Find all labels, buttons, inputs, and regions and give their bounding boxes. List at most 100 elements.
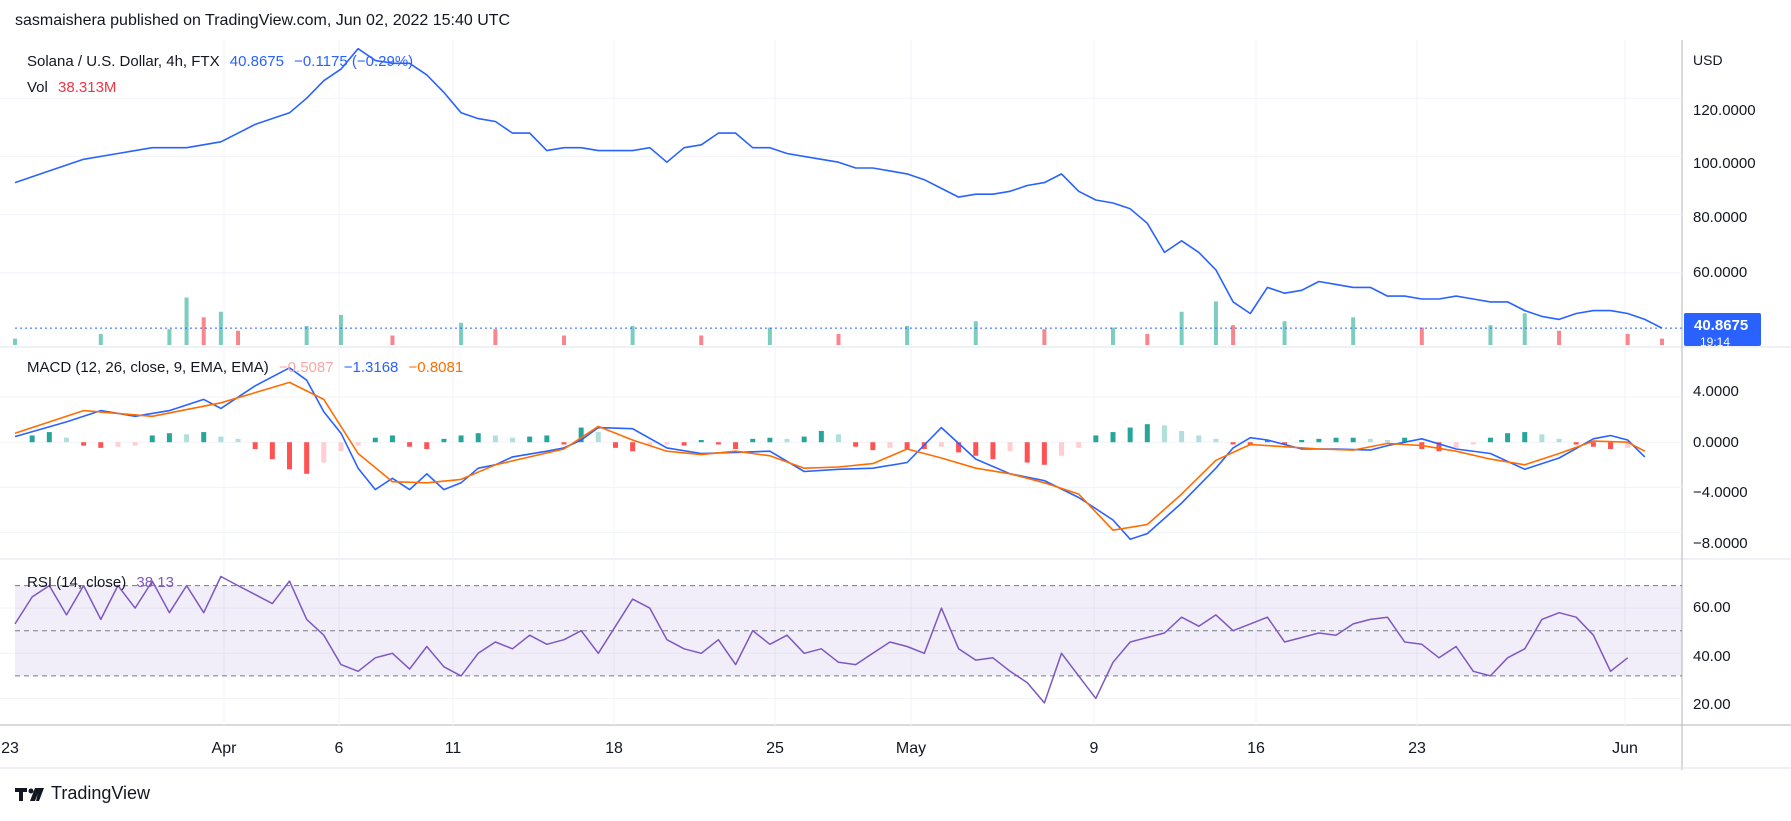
volume-bar (562, 335, 566, 345)
volume-bar (338, 314, 343, 345)
volume-bar (493, 329, 498, 345)
price-change: −0.1175 (−0.29%) (294, 53, 414, 70)
macd-histogram-bar (1539, 434, 1545, 443)
macd-histogram-bar (1230, 442, 1236, 445)
macd-histogram-bar (441, 438, 447, 443)
rsi-axis-tick-20: 20.00 (1693, 696, 1731, 713)
volume-bar (1625, 333, 1630, 345)
volume-bar (167, 329, 172, 345)
volume-legend: Vol 38.313M (27, 79, 122, 96)
macd-histogram-bar (218, 436, 224, 443)
tradingview-logo-icon (15, 787, 44, 801)
macd-histogram-bar (715, 442, 721, 445)
volume-bar (1145, 333, 1150, 345)
volume-bar (699, 335, 704, 345)
price-axis-tick-60: 60.0000 (1693, 264, 1747, 281)
macd-histogram-bar (870, 442, 876, 451)
macd-histogram-bar (1590, 442, 1596, 447)
macd-histogram-bar (389, 435, 395, 443)
macd-histogram-bar (1625, 442, 1631, 448)
macd-histogram-bar (956, 442, 962, 453)
macd-histogram-bar (166, 433, 172, 443)
macd-histogram-bar (784, 438, 790, 443)
macd-legend: MACD (12, 26, close, 9, EMA, EMA) −0.508… (27, 359, 469, 376)
macd-histogram-bar (1213, 438, 1219, 443)
macd-histogram-bar (235, 438, 241, 443)
rsi-value: 38.13 (136, 574, 174, 591)
macd-histogram-bar (63, 437, 69, 443)
volume-label[interactable]: Vol (27, 79, 48, 96)
macd-histogram-bar (561, 442, 567, 445)
macd-histogram-bar (1350, 437, 1356, 443)
macd-histogram-bar (355, 442, 361, 446)
macd-histogram-bar (372, 437, 378, 443)
macd-histogram-bar (973, 442, 979, 456)
volume-bar (459, 322, 464, 345)
macd-axis-tick-4: 4.0000 (1693, 383, 1739, 400)
volume-bar (13, 338, 17, 345)
macd-histogram-bar (184, 434, 190, 443)
last-price-badge (1684, 313, 1761, 346)
time-label-18: 18 (605, 740, 623, 757)
price-axis-tick-100: 100.0000 (1693, 155, 1756, 172)
volume-bar (1111, 327, 1115, 345)
time-label-mar23: 23 (1, 740, 19, 757)
macd-line-value: −1.3168 (343, 359, 399, 376)
macd-histogram (29, 424, 1631, 474)
footer-brand[interactable]: TradingView (15, 783, 150, 804)
main-legend: Solana / U.S. Dollar, 4h, FTX 40.8675 −0… (27, 53, 419, 70)
macd-histogram-bar (595, 432, 601, 443)
macd-histogram-bar (1196, 435, 1202, 443)
macd-histogram-bar (750, 438, 756, 443)
macd-signal-value: −0.8081 (408, 359, 464, 376)
macd-histogram-bar (887, 442, 893, 448)
price-axis-tick-80: 80.0000 (1693, 209, 1747, 226)
volume-bar (1231, 325, 1236, 345)
macd-histogram-bar (1402, 437, 1408, 443)
rsi-label[interactable]: RSI (14, close) (27, 574, 127, 591)
macd-histogram-bar (1470, 442, 1476, 445)
volume-bar (201, 317, 206, 345)
rsi-line (14, 575, 1629, 704)
price-value: 40.8675 (229, 53, 284, 70)
price-line (14, 47, 1682, 329)
macd-axis-tick-0: 0.0000 (1693, 434, 1739, 451)
footer-brand-label: TradingView (51, 783, 151, 803)
macd-histogram-bar (1076, 442, 1082, 448)
macd-histogram-bar (818, 430, 824, 443)
macd-histogram-bar (544, 435, 550, 443)
macd-histogram-bar (304, 442, 310, 474)
volume-bar (1351, 317, 1356, 345)
macd-histogram-bar (115, 442, 121, 447)
macd-histogram-bar (1316, 438, 1322, 443)
time-label-25: 25 (766, 740, 784, 757)
macd-label[interactable]: MACD (12, 26, close, 9, EMA, EMA) (27, 359, 269, 376)
macd-histogram-bar (1556, 438, 1562, 443)
time-label-16: 16 (1247, 740, 1265, 757)
volume-bar (630, 326, 635, 345)
volume-bar (236, 330, 241, 345)
macd-histogram-bar (612, 442, 618, 448)
volume-bar (1042, 329, 1047, 345)
volume-bar (184, 297, 189, 345)
macd-histogram-bar (1573, 442, 1579, 445)
volume-bar (304, 326, 309, 345)
time-label-jun: Jun (1612, 740, 1638, 757)
volume-bar (1282, 321, 1287, 345)
macd-histogram-bar (81, 442, 87, 446)
macd-histogram-bar (98, 442, 104, 448)
macd-histogram-bar (1385, 439, 1390, 443)
rsi-series-line (14, 575, 1629, 704)
volume-bars (13, 297, 1664, 345)
symbol-title[interactable]: Solana / U.S. Dollar, 4h, FTX (27, 53, 220, 70)
macd-histogram-bar (458, 435, 464, 443)
macd-histogram-bar (1024, 442, 1030, 463)
macd-histogram-bar (1059, 442, 1065, 456)
macd-histogram-bar (853, 442, 859, 447)
rsi-axis-tick-40: 40.00 (1693, 648, 1731, 665)
macd-histogram-bar (1333, 437, 1339, 443)
macd-histogram-bar (698, 439, 704, 443)
macd-series-line (14, 366, 1646, 541)
volume-value: 38.313M (58, 79, 117, 96)
macd-histogram-bar (424, 442, 430, 449)
